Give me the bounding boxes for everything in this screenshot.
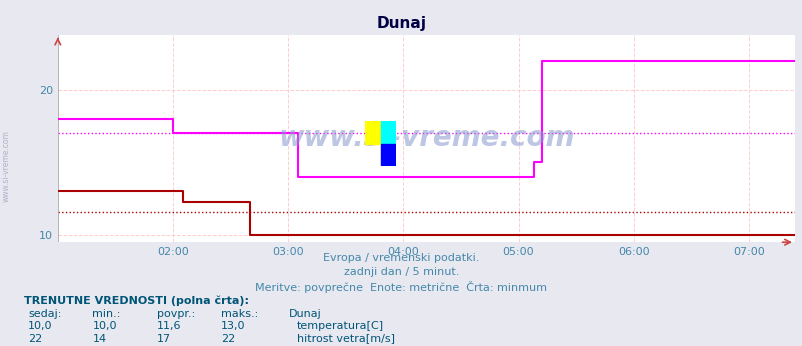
Text: Evropa / vremenski podatki.: Evropa / vremenski podatki. (323, 253, 479, 263)
Text: 11,6: 11,6 (156, 321, 181, 331)
Text: www.si-vreme.com: www.si-vreme.com (277, 125, 574, 152)
Text: 17: 17 (156, 334, 171, 344)
Text: TRENUTNE VREDNOSTI (polna črta):: TRENUTNE VREDNOSTI (polna črta): (24, 296, 249, 306)
Text: 10,0: 10,0 (92, 321, 117, 331)
Text: zadnji dan / 5 minut.: zadnji dan / 5 minut. (343, 267, 459, 277)
Text: Dunaj: Dunaj (289, 309, 322, 319)
Text: 10,0: 10,0 (28, 321, 53, 331)
Text: maks.:: maks.: (221, 309, 257, 319)
Text: Dunaj: Dunaj (376, 16, 426, 30)
Text: hitrost vetra[m/s]: hitrost vetra[m/s] (297, 334, 395, 344)
Text: www.si-vreme.com: www.si-vreme.com (2, 130, 11, 202)
Text: povpr.:: povpr.: (156, 309, 195, 319)
Text: 22: 22 (221, 334, 235, 344)
Text: temperatura[C]: temperatura[C] (297, 321, 383, 331)
Bar (380, 144, 395, 166)
Text: sedaj:: sedaj: (28, 309, 62, 319)
Text: 22: 22 (28, 334, 43, 344)
Text: 13,0: 13,0 (221, 321, 245, 331)
Bar (365, 121, 380, 144)
Bar (380, 121, 395, 144)
Text: 14: 14 (92, 334, 107, 344)
Text: min.:: min.: (92, 309, 120, 319)
Text: Meritve: povprečne  Enote: metrične  Črta: minmum: Meritve: povprečne Enote: metrične Črta:… (255, 281, 547, 293)
